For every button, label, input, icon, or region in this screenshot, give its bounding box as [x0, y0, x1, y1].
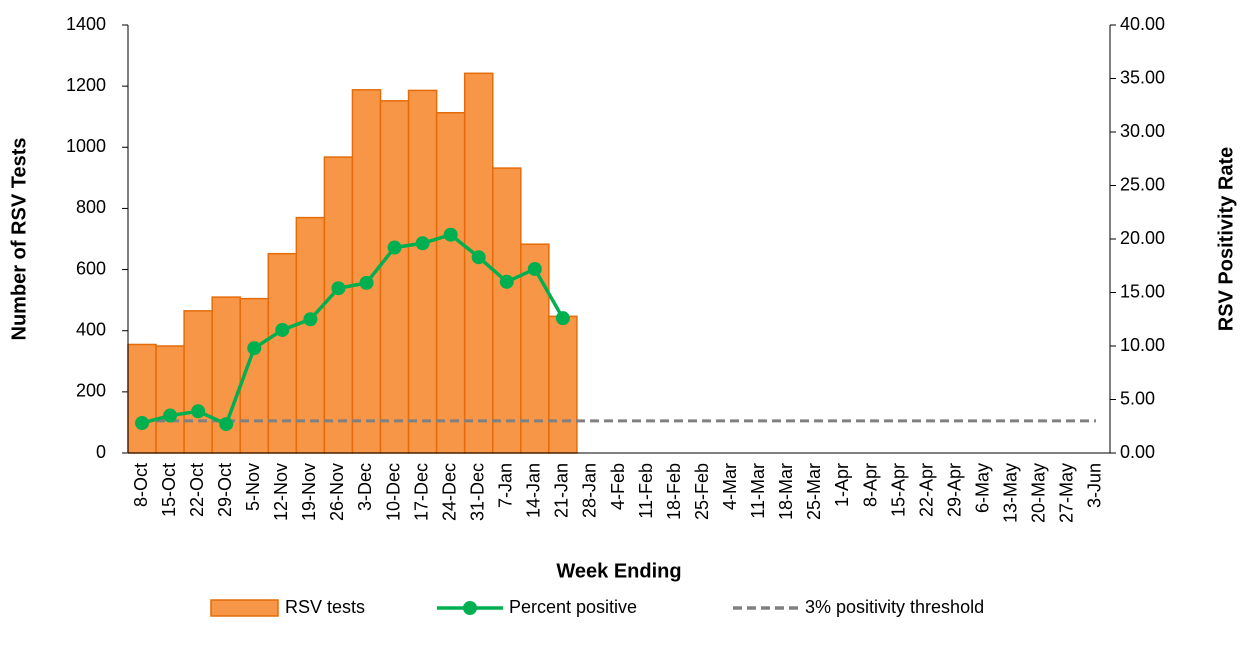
x-tick-label: 18-Feb	[664, 463, 684, 520]
y-tick-label: 0	[96, 442, 106, 462]
x-tick-label: 4-Feb	[608, 463, 628, 510]
x-tick-label: 14-Jan	[524, 463, 544, 518]
x-tick-label: 29-Oct	[215, 463, 235, 517]
x-tick-label: 22-Apr	[916, 463, 936, 517]
y2-tick-label: 30.00	[1120, 121, 1165, 141]
x-tick-label: 25-Feb	[692, 463, 712, 520]
line-marker	[359, 275, 374, 290]
line-marker	[331, 281, 346, 296]
line	[141, 232, 565, 427]
y2-tick-label: 15.00	[1120, 281, 1165, 301]
legend-marker	[463, 601, 477, 615]
line-marker	[527, 261, 542, 276]
y2-tick-label: 35.00	[1120, 67, 1165, 87]
y2-axis-title: RSV Positivity Rate	[1215, 147, 1237, 332]
x-tick-label: 22-Oct	[187, 463, 207, 517]
y-tick-label: 600	[76, 258, 106, 278]
line-marker	[219, 417, 234, 432]
y-axis-title: Number of RSV Tests	[8, 138, 30, 341]
x-axis-title: Week Ending	[556, 560, 681, 582]
x-tick-label: 7-Jan	[496, 463, 516, 508]
bar	[295, 216, 326, 454]
x-tick-label: 20-May	[1029, 463, 1049, 523]
bar	[407, 89, 438, 454]
y-tick-label: 1000	[66, 136, 106, 156]
y2-tick-label: 10.00	[1120, 335, 1165, 355]
bar	[435, 111, 466, 454]
line-marker	[163, 408, 178, 423]
x-tick-label: 21-Jan	[552, 463, 572, 518]
legend-swatch	[210, 599, 279, 617]
line-marker	[191, 404, 206, 419]
y2-tick-label: 40.00	[1120, 14, 1165, 34]
x-tick-label: 31-Dec	[467, 463, 487, 521]
bar	[267, 252, 298, 454]
legend-label: RSV tests	[285, 597, 365, 617]
x-tick-label: 26-Nov	[327, 463, 347, 521]
x-tick-label: 8-Apr	[860, 463, 880, 507]
y-tick-label: 800	[76, 197, 106, 217]
bar	[548, 315, 578, 454]
x-tick-label: 28-Jan	[580, 463, 600, 518]
legend-label: Percent positive	[509, 597, 637, 617]
x-tick-label: 3-Dec	[355, 463, 375, 511]
x-tick-label: 5-Nov	[243, 463, 263, 511]
line-marker	[387, 240, 402, 255]
x-tick-label: 15-Apr	[888, 463, 908, 517]
x-tick-label: 25-Mar	[804, 463, 824, 520]
legend-label: 3% positivity threshold	[805, 597, 984, 617]
bar	[183, 310, 213, 454]
y2-tick-label: 20.00	[1120, 228, 1165, 248]
line-marker	[443, 227, 458, 242]
x-tick-label: 15-Oct	[159, 463, 179, 517]
y2-tick-label: 0.00	[1120, 442, 1155, 462]
y-tick-label: 1200	[66, 75, 106, 95]
y-tick-label: 200	[76, 381, 106, 401]
line-marker	[471, 250, 486, 265]
bar	[491, 167, 522, 454]
line-marker	[303, 312, 318, 327]
x-tick-label: 17-Dec	[411, 463, 431, 521]
x-tick-label: 18-Mar	[776, 463, 796, 520]
bar	[379, 100, 410, 454]
x-tick-label: 13-May	[1001, 463, 1021, 523]
line-marker	[135, 416, 150, 431]
x-tick-label: 4-Mar	[720, 463, 740, 510]
x-tick-label: 3-Jun	[1085, 463, 1105, 508]
line-marker	[499, 274, 514, 289]
x-tick-label: 8-Oct	[131, 463, 151, 507]
x-tick-label: 12-Nov	[271, 463, 291, 521]
bar	[155, 345, 185, 454]
x-tick-label: 24-Dec	[439, 463, 459, 521]
y-tick-label: 1400	[66, 14, 106, 34]
x-tick-label: 11-Feb	[636, 463, 656, 519]
y2-tick-label: 5.00	[1120, 388, 1155, 408]
line-marker	[555, 311, 570, 326]
x-tick-label: 11-Mar	[748, 463, 768, 519]
y2-tick-label: 25.00	[1120, 174, 1165, 194]
y-tick-label: 400	[76, 319, 106, 339]
x-tick-label: 27-May	[1057, 463, 1077, 523]
line-marker	[275, 322, 290, 337]
x-tick-label: 19-Nov	[299, 463, 319, 521]
x-tick-label: 6-May	[972, 463, 992, 513]
bar	[323, 156, 354, 454]
bar	[127, 343, 157, 454]
x-tick-label: 1-Apr	[832, 463, 852, 507]
x-tick-label: 29-Apr	[944, 463, 964, 517]
line-marker	[247, 341, 262, 356]
line-marker	[415, 236, 430, 251]
x-tick-label: 10-Dec	[383, 463, 403, 521]
